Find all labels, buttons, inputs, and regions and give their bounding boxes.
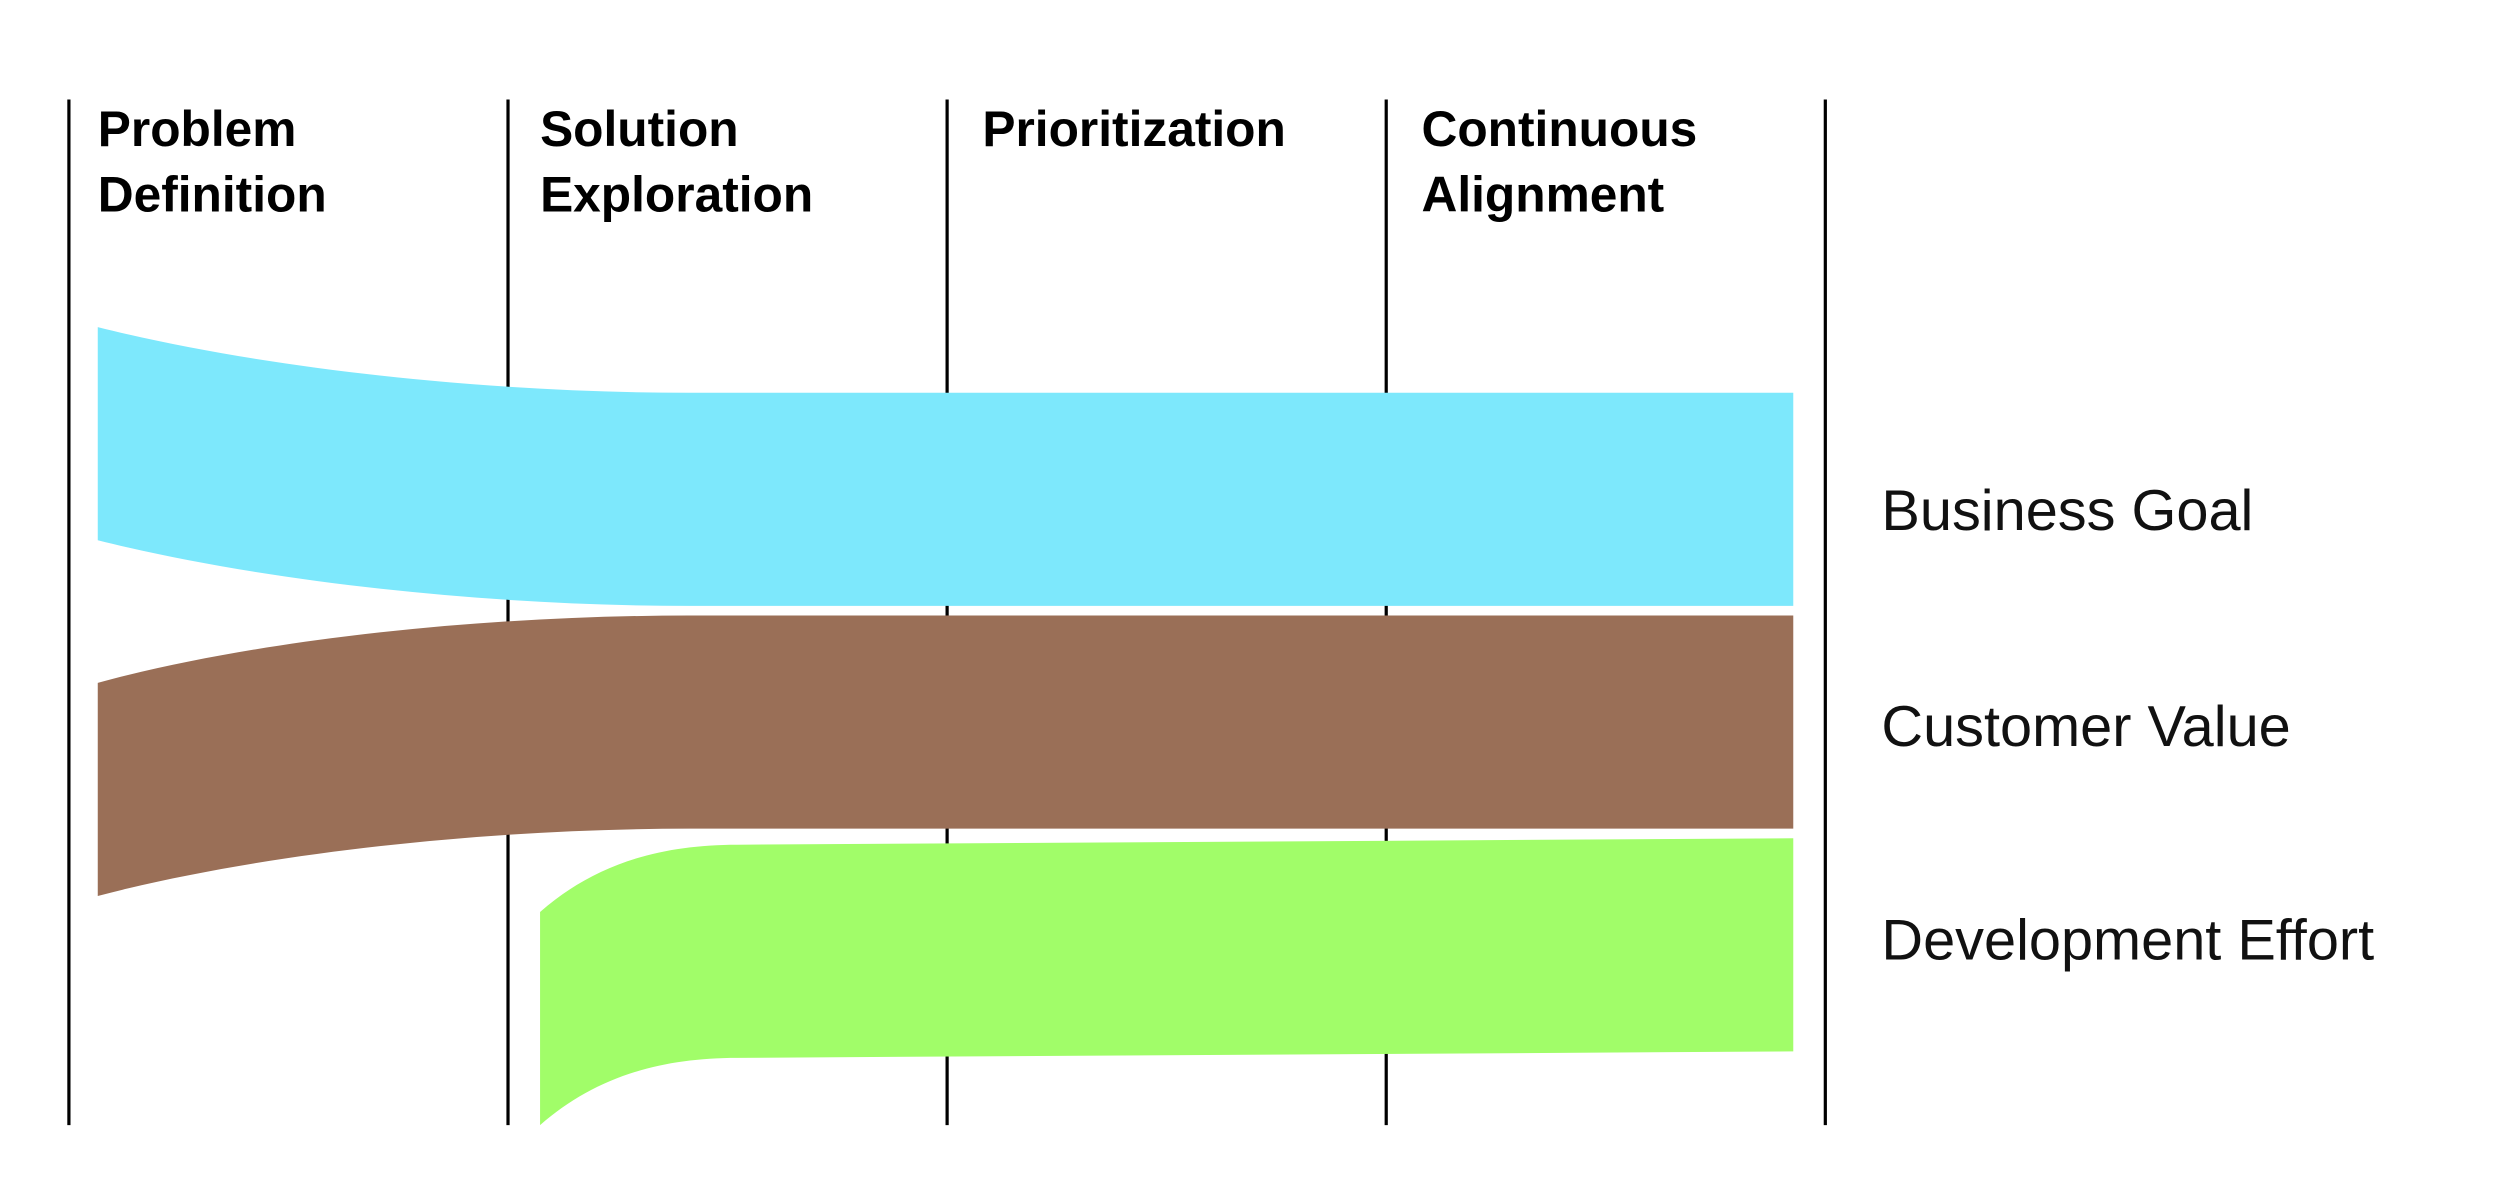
band-label: Development Effort bbox=[1881, 908, 2374, 972]
band bbox=[97, 327, 1794, 606]
stage-title: Prioritization bbox=[982, 101, 1285, 157]
band-label: Business Goal bbox=[1881, 479, 2253, 543]
stage-title: Alignment bbox=[1421, 167, 1664, 223]
stage-title: Continuous bbox=[1421, 101, 1697, 157]
band bbox=[97, 615, 1794, 896]
band-label: Customer Value bbox=[1881, 695, 2290, 759]
band bbox=[540, 838, 1794, 1126]
stage-title: Exploration bbox=[540, 167, 813, 223]
stage-title: Solution bbox=[540, 101, 739, 157]
stage-title: Definition bbox=[98, 167, 327, 223]
stage-title: Problem bbox=[98, 101, 297, 157]
